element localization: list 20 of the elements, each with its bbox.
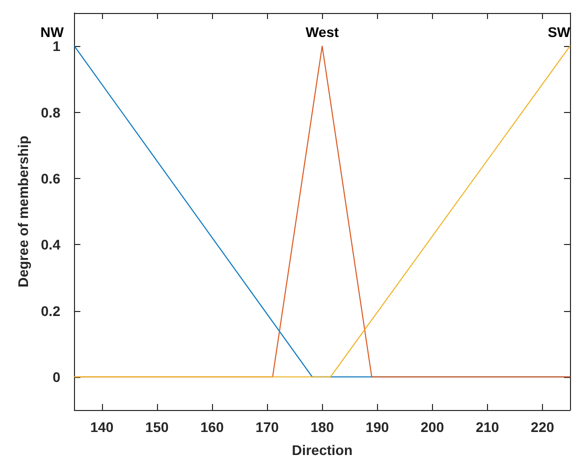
- x-tick-label: 160: [200, 419, 224, 435]
- y-tick-label: 0: [52, 368, 61, 385]
- x-tick-label: 170: [255, 419, 280, 435]
- x-tick-label: 180: [310, 419, 334, 435]
- y-tick-label: 0.8: [40, 104, 61, 120]
- x-tick-label: 140: [90, 419, 114, 435]
- y-tick-label: 0.6: [40, 170, 61, 186]
- x-axis-title: Direction: [292, 442, 353, 458]
- y-axis-title: Degree of membership: [15, 136, 31, 288]
- x-tick-label: 150: [145, 419, 169, 435]
- annotation: NW: [40, 24, 64, 40]
- y-tick-label: 0.4: [40, 236, 61, 253]
- x-tick-label: 200: [420, 419, 444, 435]
- y-tick-label: 1: [52, 38, 61, 54]
- x-tick-label: 220: [530, 419, 554, 435]
- annotation: West: [306, 24, 340, 40]
- x-tick-label: 210: [476, 419, 500, 435]
- x-tick-label: 190: [366, 419, 390, 435]
- annotation: SW: [548, 24, 572, 40]
- y-tick-label: 0.2: [40, 302, 61, 319]
